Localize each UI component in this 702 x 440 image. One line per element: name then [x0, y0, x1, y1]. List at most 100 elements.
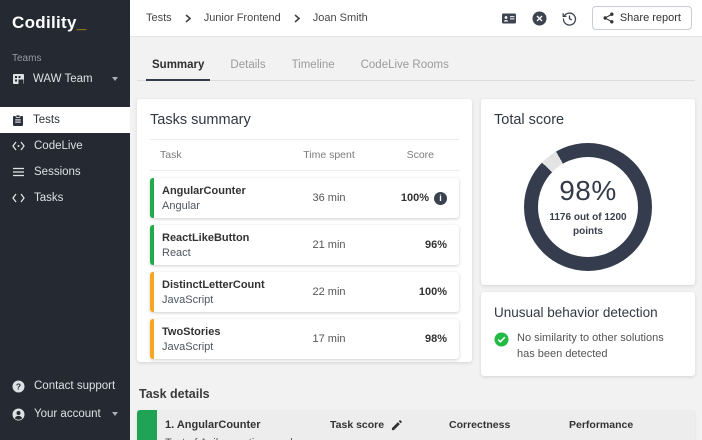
clipboard-icon: [12, 114, 24, 127]
task-time-spent: 17 min: [312, 333, 346, 345]
task-details-title: Task details: [139, 386, 210, 401]
account-icon: [12, 408, 25, 421]
tasks-table-header: Task Time spent Score: [150, 139, 459, 171]
codelive-icon: [12, 141, 25, 151]
task-time-spent: 36 min: [312, 192, 346, 204]
content: Summary Details Timeline CodeLive Rooms …: [130, 37, 702, 440]
task-time-spent: 22 min: [312, 286, 346, 298]
task-details-section: Task details Easy 1. AngularCounter Test…: [137, 387, 695, 440]
your-account-menu[interactable]: Your account: [0, 400, 130, 428]
task-language: React: [162, 246, 191, 259]
breadcrumb: Tests Junior Frontend Joan Smith: [146, 12, 368, 24]
breadcrumb-test-name[interactable]: Junior Frontend: [203, 12, 281, 24]
chevron-down-icon: [112, 412, 118, 416]
tab-details[interactable]: Details: [230, 59, 266, 71]
sidebar-item-label: Your account: [34, 408, 101, 420]
column-header-task: Task: [160, 149, 182, 161]
task-language: Angular: [162, 199, 200, 212]
logo-underscore: _: [76, 13, 87, 32]
tasks-summary-title: Tasks summary: [150, 112, 251, 128]
chevron-right-icon: [185, 13, 191, 23]
task-detail-card: Easy 1. AngularCounter Test of Agile pra…: [137, 409, 695, 440]
tasks-summary-card: Tasks summary Task Time spent Score Angu…: [137, 99, 472, 362]
task-language: JavaScript: [162, 293, 214, 306]
difficulty-label: Easy: [142, 422, 153, 440]
breadcrumb-tests[interactable]: Tests: [146, 12, 172, 24]
sidebar-footer: ? Contact support Your account: [0, 372, 130, 440]
breadcrumb-candidate-name[interactable]: Joan Smith: [312, 12, 368, 24]
right-column: Total score 98% 1176 out of 1200 points …: [481, 99, 695, 376]
chevron-down-icon: [112, 77, 118, 81]
sidebar-item-tasks[interactable]: Tasks: [0, 185, 130, 211]
team-selector[interactable]: WAW Team: [0, 67, 130, 91]
sidebar-nav: Tests CodeLive Sessions Tasks: [0, 107, 130, 211]
table-row-distinctlettercount[interactable]: DistinctLetterCount JavaScript 22 min 10…: [150, 272, 459, 312]
code-brackets-icon: [12, 193, 25, 203]
cancel-circle-icon[interactable]: [532, 11, 547, 26]
table-row-twostories[interactable]: TwoStories JavaScript 17 min 98%: [150, 319, 459, 359]
task-score-label: Task score: [330, 419, 385, 432]
task-time-spent: 21 min: [312, 239, 346, 251]
detail-task-description: Test of Agile practices and general Agil…: [165, 436, 322, 440]
sidebar-item-label: CodeLive: [34, 140, 83, 152]
sidebar-item-label: Sessions: [34, 166, 81, 178]
topbar: Tests Junior Frontend Joan Smith: [130, 0, 702, 37]
sidebar: Codility_ Teams WAW Team Tests CodeLive: [0, 0, 130, 440]
svg-text:?: ?: [16, 381, 21, 391]
unusual-behavior-card: Unusual behavior detection No similarity…: [481, 292, 695, 376]
summary-grid: Tasks summary Task Time spent Score Angu…: [137, 99, 695, 376]
topbar-actions: Share report: [501, 6, 692, 30]
task-name: AngularCounter: [162, 184, 246, 197]
sidebar-item-label: Contact support: [34, 380, 116, 392]
help-icon: ?: [12, 380, 25, 393]
sidebar-item-label: Tests: [33, 114, 60, 126]
check-circle-icon: [494, 331, 509, 363]
detail-task-name: 1. AngularCounter: [165, 418, 261, 431]
sidebar-item-tests[interactable]: Tests: [0, 107, 130, 133]
logo-text: Codility: [12, 13, 77, 32]
team-name: WAW Team: [33, 73, 93, 85]
table-row-reactlikebutton[interactable]: ReactLikeButton React 21 min 96%: [150, 225, 459, 265]
share-report-label: Share report: [619, 12, 681, 24]
codility-logo[interactable]: Codility_: [0, 0, 130, 41]
teams-section-label: Teams: [12, 53, 42, 64]
column-header-score: Score: [406, 149, 434, 161]
edit-pencil-icon[interactable]: [391, 420, 402, 431]
unusual-behavior-message: No similarity to other solutions has bee…: [517, 332, 664, 360]
task-language: JavaScript: [162, 340, 214, 353]
tab-timeline[interactable]: Timeline: [291, 59, 335, 71]
total-score-points: 1176 out of 1200 points: [549, 212, 627, 237]
share-icon: [603, 12, 614, 24]
info-icon[interactable]: i: [434, 191, 447, 205]
sidebar-item-label: Tasks: [34, 192, 64, 204]
tab-codelive-rooms[interactable]: CodeLive Rooms: [360, 59, 449, 71]
task-name: TwoStories: [162, 325, 221, 338]
total-score-card: Total score 98% 1176 out of 1200 points: [481, 99, 695, 285]
correctness-label: Correctness: [449, 419, 511, 432]
sidebar-item-codelive[interactable]: CodeLive: [0, 133, 130, 159]
column-header-time-spent: Time spent: [303, 149, 355, 161]
task-score-value: 100%: [400, 192, 429, 204]
chevron-right-icon: [294, 13, 300, 23]
task-score-value: 100%: [418, 286, 447, 298]
table-row-angularcounter[interactable]: AngularCounter Angular 36 min 100% i: [150, 178, 459, 218]
unusual-behavior-title: Unusual behavior detection: [494, 305, 658, 320]
share-report-button[interactable]: Share report: [591, 6, 692, 30]
task-name: DistinctLetterCount: [162, 278, 265, 291]
contact-support-button[interactable]: ? Contact support: [0, 372, 130, 400]
main-area: Tests Junior Frontend Joan Smith: [130, 0, 702, 440]
history-icon[interactable]: [562, 11, 577, 26]
tab-summary[interactable]: Summary: [139, 51, 217, 81]
total-score-percent: 98%: [559, 175, 617, 206]
score-donut-chart: 98% 1176 out of 1200 points: [524, 143, 652, 271]
building-icon: [12, 73, 25, 85]
performance-label: Performance: [569, 419, 634, 432]
report-tabs: Summary Details Timeline CodeLive Rooms: [137, 51, 695, 81]
task-name: ReactLikeButton: [162, 231, 250, 244]
sidebar-item-sessions[interactable]: Sessions: [0, 159, 130, 185]
contact-card-icon[interactable]: [501, 12, 517, 25]
difficulty-badge: Easy: [137, 409, 157, 440]
total-score-title: Total score: [494, 112, 565, 128]
task-score-value: 96%: [424, 239, 447, 251]
